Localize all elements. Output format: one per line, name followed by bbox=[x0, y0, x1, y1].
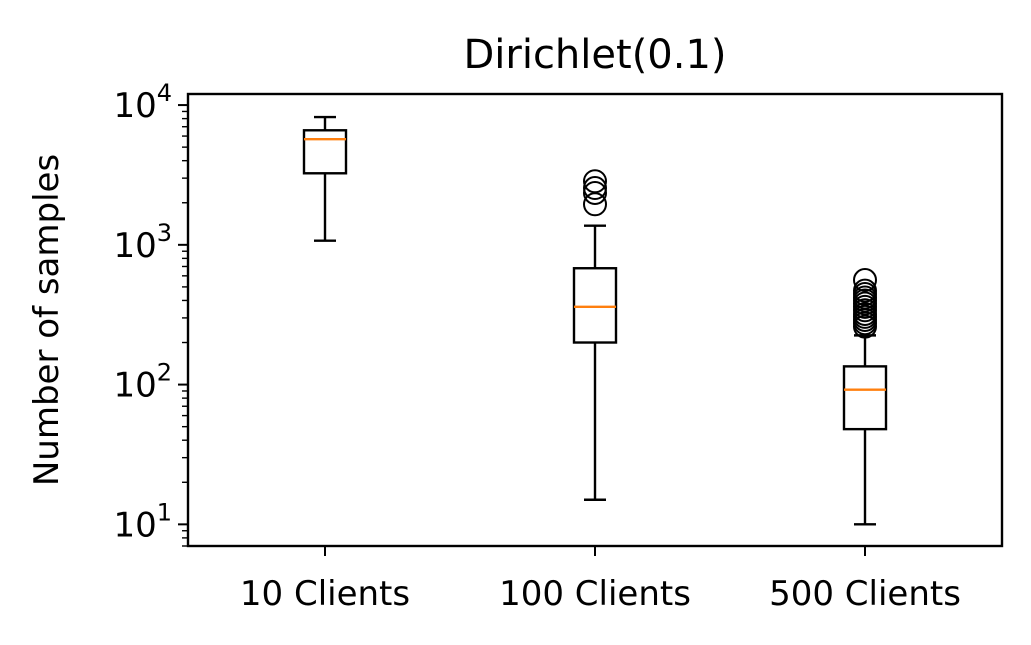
chart-title: Dirichlet(0.1) bbox=[463, 32, 726, 78]
outlier-point bbox=[853, 268, 877, 293]
y-tick-base: 10 bbox=[113, 505, 156, 545]
x-tick-label: 10 Clients bbox=[240, 574, 410, 614]
x-tick-label: 500 Clients bbox=[769, 574, 961, 614]
outlier-point bbox=[583, 176, 607, 201]
y-tick-base: 10 bbox=[113, 366, 156, 406]
y-tick-base: 10 bbox=[113, 226, 156, 266]
y-tick-label: 102 bbox=[113, 359, 172, 406]
y-tick-base: 10 bbox=[113, 86, 156, 126]
outlier-point bbox=[583, 192, 607, 217]
outlier-point bbox=[853, 278, 877, 303]
y-tick-exponent: 2 bbox=[157, 359, 172, 387]
plot-frame bbox=[186, 92, 1004, 548]
y-tick-exponent: 1 bbox=[157, 498, 172, 526]
box-iqr bbox=[302, 129, 348, 175]
y-tick-exponent: 4 bbox=[157, 79, 172, 107]
y-axis-label: Number of samples bbox=[27, 154, 67, 486]
y-tick-exponent: 3 bbox=[157, 219, 172, 247]
y-tick-label: 101 bbox=[113, 498, 172, 545]
y-tick-label: 103 bbox=[113, 219, 172, 266]
box-iqr bbox=[842, 365, 888, 431]
y-tick-label: 104 bbox=[113, 79, 172, 126]
box-iqr bbox=[572, 267, 618, 344]
outlier-point bbox=[583, 169, 607, 194]
x-tick-label: 100 Clients bbox=[499, 574, 691, 614]
outlier-point bbox=[583, 180, 607, 205]
